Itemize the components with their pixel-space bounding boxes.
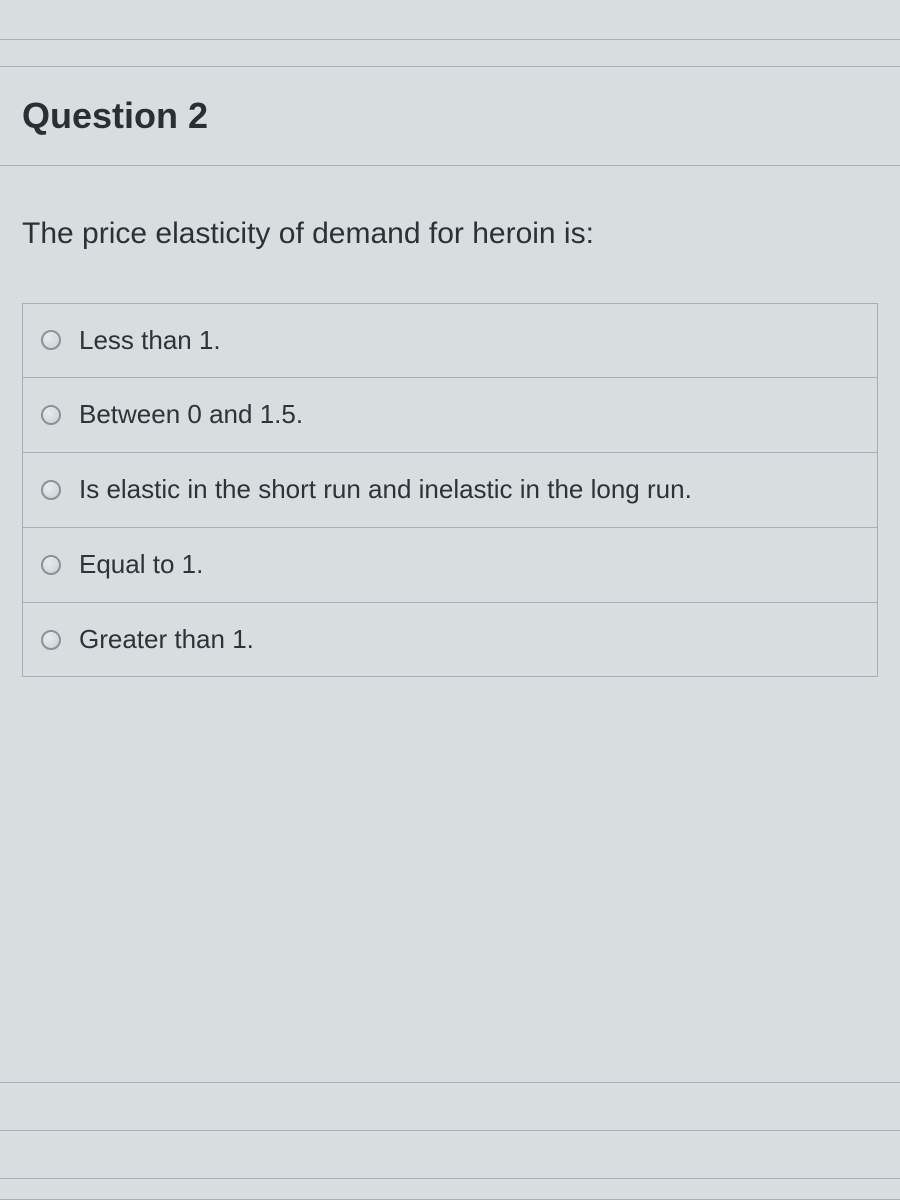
answer-option-label: Less than 1. (79, 324, 221, 358)
quiz-page: Question 2 The price elasticity of deman… (0, 0, 900, 737)
radio-icon[interactable] (41, 330, 61, 350)
answer-option[interactable]: Equal to 1. (23, 528, 877, 603)
question-title: Question 2 (22, 95, 878, 137)
answer-option-label: Equal to 1. (79, 548, 203, 582)
divider (0, 1178, 900, 1200)
radio-icon[interactable] (41, 405, 61, 425)
radio-icon[interactable] (41, 555, 61, 575)
answer-option[interactable]: Greater than 1. (23, 603, 877, 678)
radio-icon[interactable] (41, 630, 61, 650)
divider (0, 1130, 900, 1178)
answer-option-label: Is elastic in the short run and inelasti… (79, 473, 692, 507)
divider (0, 1082, 900, 1130)
answer-option-label: Greater than 1. (79, 623, 254, 657)
answer-options: Less than 1. Between 0 and 1.5. Is elast… (22, 303, 878, 678)
top-divider (0, 0, 900, 40)
question-body: The price elasticity of demand for heroi… (0, 166, 900, 737)
question-stem: The price elasticity of demand for heroi… (22, 214, 878, 255)
answer-option[interactable]: Between 0 and 1.5. (23, 378, 877, 453)
answer-option-label: Between 0 and 1.5. (79, 398, 303, 432)
radio-icon[interactable] (41, 480, 61, 500)
question-header: Question 2 (0, 66, 900, 166)
answer-option[interactable]: Less than 1. (23, 304, 877, 379)
answer-option[interactable]: Is elastic in the short run and inelasti… (23, 453, 877, 528)
bottom-dividers (0, 1082, 900, 1200)
